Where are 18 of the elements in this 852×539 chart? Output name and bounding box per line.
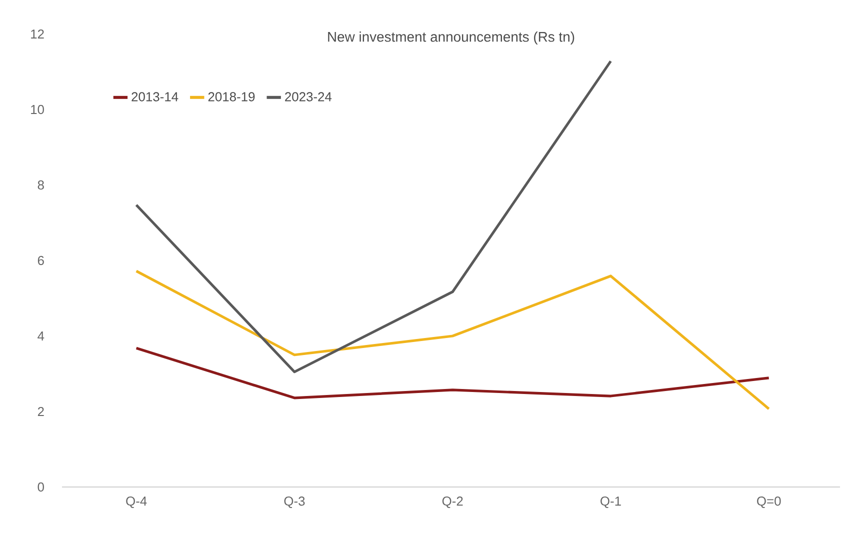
x-tick-label: Q=0 [757,496,781,508]
y-tick-label: 8 [38,180,44,190]
y-tick-label: 6 [38,256,44,266]
x-tick-label: Q-3 [284,496,305,508]
legend-label: 2018-19 [208,92,255,102]
y-tick-label: 12 [31,29,44,39]
x-tick-label: Q-1 [600,496,621,508]
y-tick-label: 0 [38,482,44,492]
legend-label: 2023-24 [285,92,332,102]
line-series [135,346,770,400]
legend-label: 2013-14 [132,92,178,102]
y-tick-label: 10 [31,104,44,114]
line-series [135,270,770,410]
chart-title: New investment announcements (Rs tn) [328,32,574,45]
x-tick-label: Q-2 [442,496,463,508]
x-tick-label: Q-4 [126,496,147,508]
y-tick-label: 2 [38,406,44,416]
y-tick-label: 4 [38,332,44,340]
